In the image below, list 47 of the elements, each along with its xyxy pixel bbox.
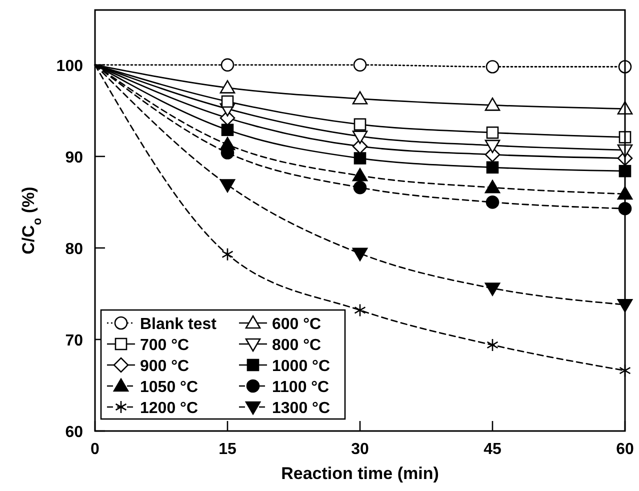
legend-label: 1050 °C [140, 379, 198, 396]
point [353, 58, 367, 72]
x-tick-label: 45 [484, 441, 502, 458]
point [220, 58, 234, 72]
point [352, 248, 368, 262]
point [486, 161, 499, 174]
point [222, 248, 234, 262]
point [354, 118, 366, 131]
legend-label: Blank test [140, 316, 218, 333]
point [352, 130, 368, 144]
y-tick-label: 90 [65, 149, 84, 166]
x-tick-label: 15 [218, 441, 236, 458]
point [354, 304, 366, 317]
legend-label: 900 °C [140, 358, 190, 375]
point [352, 91, 368, 104]
y-tick-label: 70 [65, 332, 84, 350]
point [220, 80, 236, 94]
legend-label: 800 °C [272, 337, 322, 354]
point [220, 136, 236, 150]
point [484, 140, 500, 154]
x-tick-label: 60 [616, 441, 634, 458]
point [221, 95, 234, 108]
point [486, 60, 500, 74]
point [353, 180, 367, 194]
point [220, 179, 236, 192]
x-tick-label: 0 [90, 441, 100, 458]
legend-label: 1100 °C [272, 379, 330, 396]
y-tick-label: 60 [65, 424, 84, 441]
point [221, 124, 234, 136]
point [352, 138, 368, 154]
point [352, 168, 368, 182]
legend-label: 700 °C [140, 337, 190, 354]
y-tick-label: 100 [56, 58, 84, 75]
x-axis-title: Reaction time (min) [281, 464, 439, 483]
point [486, 126, 499, 139]
point [486, 196, 500, 209]
legend-label: 1300 °C [272, 400, 330, 417]
y-tick-label: 80 [65, 240, 84, 258]
legend-label: 1000 °C [272, 358, 330, 375]
point [484, 282, 500, 296]
x-tick-label: 30 [351, 441, 369, 458]
legend-label: 600 °C [272, 316, 322, 333]
legend-label: 1200 °C [140, 400, 198, 417]
point [484, 180, 500, 194]
point [484, 98, 500, 111]
point [486, 338, 498, 352]
point [354, 152, 366, 164]
